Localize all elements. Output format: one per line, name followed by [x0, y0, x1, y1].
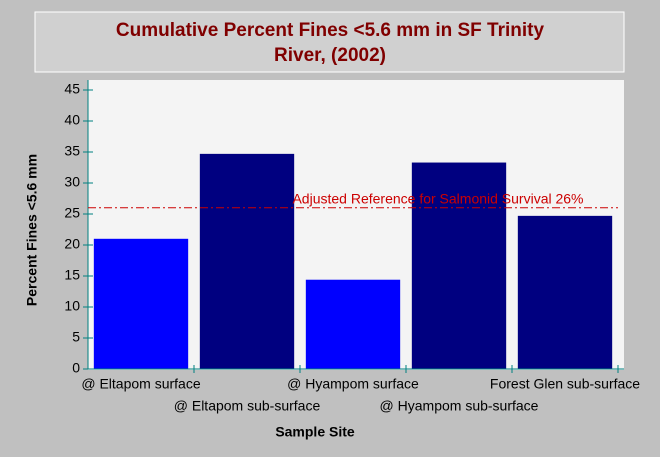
x-tick-label: @ Eltapom surface	[81, 376, 200, 392]
y-tick-label: 5	[72, 329, 80, 345]
x-tick-label: Forest Glen sub-surface	[490, 376, 640, 392]
y-tick-label: 10	[64, 298, 80, 314]
x-tick-label: @ Hyampom surface	[287, 376, 419, 392]
bar	[305, 279, 401, 369]
y-tick-label: 40	[64, 112, 80, 128]
y-tick-label: 20	[64, 236, 80, 252]
x-tick-label: @ Hyampom sub-surface	[380, 398, 539, 414]
y-tick-label: 30	[64, 174, 80, 190]
chart-title: Cumulative Percent Fines <5.6 mm in SF T…	[116, 20, 545, 41]
title-box	[34, 11, 625, 73]
y-tick-label: 35	[64, 143, 80, 159]
x-tick-label: @ Eltapom sub-surface	[174, 398, 321, 414]
y-tick-label: 45	[64, 81, 80, 97]
bar	[93, 238, 189, 369]
reference-label: Adjusted Reference for Salmonid Survival…	[292, 191, 583, 207]
x-axis-label: Sample Site	[275, 424, 355, 440]
y-tick-label: 15	[64, 267, 80, 283]
y-tick-label: 0	[72, 360, 80, 376]
bar	[199, 153, 295, 369]
y-axis-label: Percent Fines <5.6 mm	[24, 154, 40, 306]
chart-title: River, (2002)	[274, 45, 386, 66]
bar	[411, 162, 507, 369]
y-tick-label: 25	[64, 205, 80, 221]
bar	[517, 215, 613, 369]
